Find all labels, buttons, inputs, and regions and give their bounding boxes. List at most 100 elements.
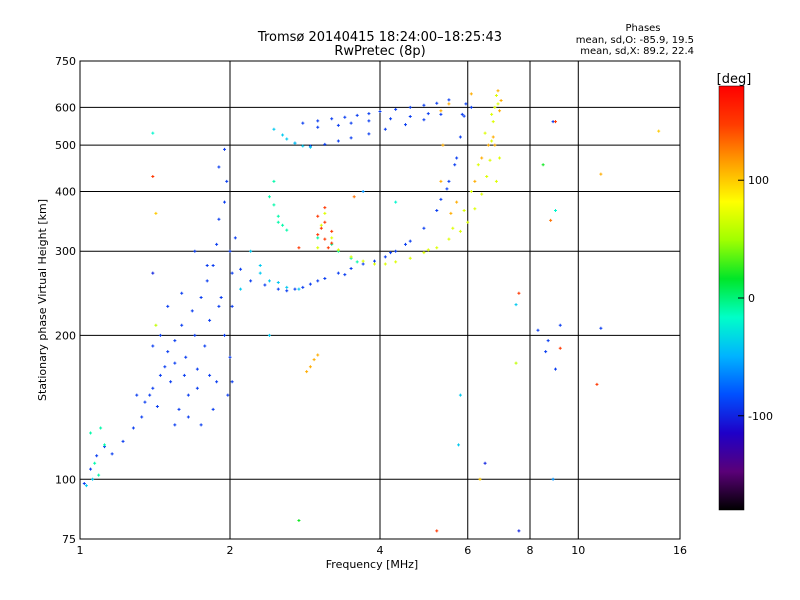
echo-point: [389, 117, 393, 121]
y-axis-label: Stationary phase Virtual Height [km]: [36, 199, 49, 401]
echo-point: [301, 121, 305, 125]
echo-point: [447, 98, 451, 102]
echo-point: [173, 361, 177, 365]
echo-point: [285, 289, 289, 293]
echo-point: [536, 328, 540, 332]
echo-point: [469, 105, 473, 109]
echo-point: [308, 365, 312, 369]
echo-point: [462, 114, 466, 118]
echo-point: [514, 303, 518, 307]
echo-point: [373, 262, 377, 266]
echo-point: [458, 393, 462, 397]
echo-point: [180, 291, 184, 295]
x-tick-label: 2: [227, 544, 234, 557]
echo-point: [316, 246, 320, 250]
echo-point: [408, 256, 412, 260]
echo-point: [205, 264, 209, 268]
echo-point: [151, 386, 155, 390]
echo-point: [541, 163, 545, 167]
echo-point: [355, 113, 359, 117]
echo-point: [89, 467, 93, 471]
echo-point: [330, 241, 334, 245]
echo-point: [483, 461, 487, 465]
echo-point: [457, 443, 461, 447]
echo-point: [276, 281, 280, 285]
colorbar-tick-label: -100: [748, 410, 773, 423]
echo-point: [336, 271, 340, 275]
echo-point: [316, 233, 320, 237]
echo-point: [163, 365, 167, 369]
echo-point: [151, 344, 155, 348]
colorbar-label: [deg]: [717, 72, 752, 87]
echo-point: [293, 287, 297, 291]
echo-point: [193, 249, 197, 253]
echo-point: [297, 518, 301, 522]
echo-point: [447, 179, 451, 183]
echo-point: [293, 141, 297, 145]
y-tick-label: 100: [55, 473, 76, 486]
phase-stats: Phases mean, sd,O: -85.9, 19.5 mean, sd,…: [576, 23, 694, 57]
echo-point: [394, 249, 398, 253]
y-tick-label: 400: [55, 185, 76, 198]
echo-point: [140, 415, 144, 419]
echo-point: [389, 251, 393, 255]
echo-point: [394, 107, 398, 111]
echo-point: [148, 393, 152, 397]
echo-point: [460, 112, 464, 116]
echo-point: [97, 473, 101, 477]
echo-point: [488, 158, 492, 162]
echo-point: [297, 287, 301, 291]
echo-point: [281, 133, 285, 137]
echo-point: [276, 220, 280, 224]
echo-point: [173, 423, 177, 427]
echo-point: [166, 304, 170, 308]
echo-point: [285, 137, 289, 141]
echo-point: [441, 143, 445, 147]
echo-point: [464, 102, 468, 106]
y-tick-label: 75: [62, 533, 76, 546]
echo-point: [378, 110, 382, 114]
echo-point: [493, 105, 497, 109]
echo-point: [349, 136, 353, 140]
echo-point: [455, 156, 459, 160]
echo-point: [308, 145, 312, 149]
echo-point: [408, 115, 412, 119]
echo-point: [151, 131, 155, 135]
echo-point: [499, 99, 503, 103]
echo-point: [486, 143, 490, 147]
echo-point: [476, 163, 480, 167]
echo-point: [193, 333, 197, 337]
echo-point: [208, 373, 212, 377]
echo-point: [336, 248, 340, 252]
echo-point: [230, 304, 234, 308]
echo-point: [498, 156, 502, 160]
echo-point: [110, 452, 114, 456]
echo-point: [462, 209, 466, 213]
echo-point: [447, 102, 451, 106]
echo-point: [184, 355, 188, 359]
x-tick-label: 4: [377, 544, 384, 557]
echo-point: [480, 192, 484, 196]
echo-point: [491, 120, 495, 124]
echo-point: [469, 92, 473, 96]
echo-point: [373, 259, 377, 263]
echo-point: [490, 112, 494, 116]
echo-point: [180, 323, 184, 327]
echo-point: [226, 393, 230, 397]
echo-point: [217, 165, 221, 169]
echo-point: [544, 350, 548, 354]
echo-point: [158, 373, 162, 377]
echo-point: [480, 156, 484, 160]
echo-point: [158, 333, 162, 337]
echo-point: [230, 380, 234, 384]
echo-point: [155, 404, 159, 408]
echo-point: [301, 285, 305, 289]
echo-point: [272, 203, 276, 207]
echo-point: [312, 358, 316, 362]
echo-point: [223, 147, 227, 151]
echo-point: [493, 143, 497, 147]
x-tick-label: 8: [527, 544, 534, 557]
echo-point: [131, 426, 135, 430]
echo-point: [349, 267, 353, 271]
